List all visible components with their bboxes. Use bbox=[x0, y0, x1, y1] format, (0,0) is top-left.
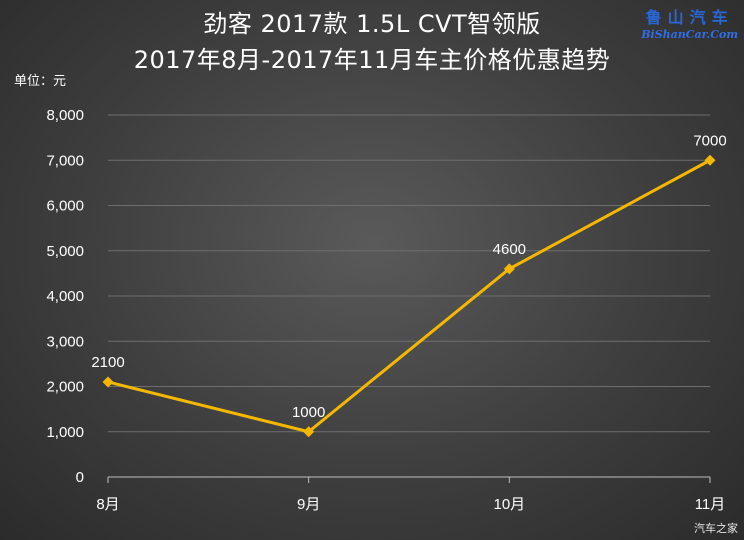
watermark-url: BiShanCar.Com bbox=[641, 28, 738, 41]
data-point-marker bbox=[503, 263, 515, 275]
y-axis-unit-label: 单位：元 bbox=[14, 74, 67, 89]
y-tick-label: 4,000 bbox=[46, 288, 84, 305]
chart-title-line-2: 2017年8月-2017年11月车主价格优惠趋势 bbox=[133, 46, 611, 74]
x-tick-label: 11月 bbox=[695, 496, 726, 513]
y-tick-label: 8,000 bbox=[46, 107, 84, 124]
data-point-marker bbox=[704, 154, 716, 166]
watermark-bottom: 汽车之家 bbox=[694, 522, 738, 535]
y-tick-label: 6,000 bbox=[46, 198, 84, 215]
x-tick-label: 9月 bbox=[297, 496, 320, 513]
data-label: 1000 bbox=[292, 404, 325, 421]
watermark-logo: 鲁山汽车 BiShanCar.Com bbox=[641, 4, 738, 41]
data-label: 2100 bbox=[91, 354, 124, 371]
watermark-text: 鲁山汽车 bbox=[645, 8, 734, 27]
y-tick-label: 5,000 bbox=[46, 243, 84, 260]
y-tick-label: 2,000 bbox=[46, 379, 84, 396]
y-tick-label: 0 bbox=[76, 469, 84, 486]
data-point-marker bbox=[303, 426, 315, 438]
data-label: 7000 bbox=[693, 132, 726, 149]
data-point-marker bbox=[102, 376, 114, 388]
data-label: 4600 bbox=[493, 241, 526, 258]
y-tick-label: 1,000 bbox=[46, 424, 84, 441]
y-tick-label: 7,000 bbox=[46, 152, 84, 169]
y-tick-label: 3,000 bbox=[46, 333, 84, 350]
x-tick-label: 10月 bbox=[493, 496, 525, 513]
chart-title-line-1: 劲客 2017款 1.5L CVT智领版 bbox=[203, 10, 541, 38]
x-tick-label: 8月 bbox=[96, 496, 119, 513]
series-line bbox=[107, 158, 711, 434]
